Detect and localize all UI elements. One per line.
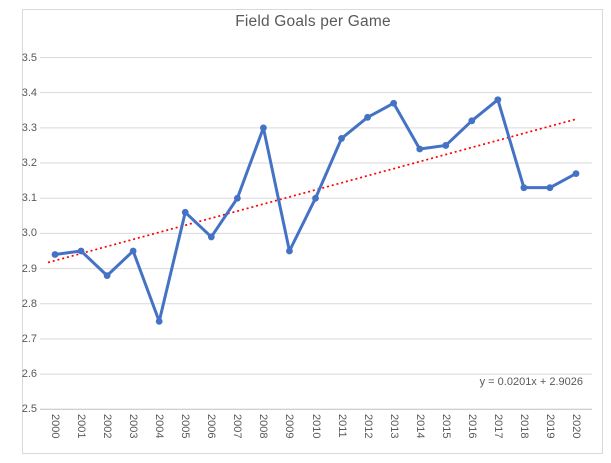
- data-point-marker: [286, 247, 293, 255]
- x-tick-label: 2020: [570, 414, 582, 439]
- trendline: [47, 118, 577, 264]
- x-tick-label: 2012: [361, 414, 374, 439]
- data-point-marker: [77, 247, 85, 255]
- x-tick-label: 2005: [179, 414, 192, 439]
- x-tick-label: 2017: [491, 414, 504, 439]
- y-tick-label: 2.9: [21, 262, 37, 275]
- y-tick-label: 2.7: [21, 332, 37, 345]
- data-point-marker: [207, 233, 215, 241]
- x-tick-label: 2000: [49, 414, 61, 439]
- y-tick-label: 3.3: [21, 121, 37, 134]
- data-point-marker: [520, 184, 528, 192]
- data-point-marker: [494, 96, 502, 104]
- x-tick-label: 2009: [283, 414, 296, 439]
- x-tick-label: 2016: [465, 414, 478, 439]
- x-tick-label: 2015: [439, 414, 452, 439]
- data-point-marker: [51, 251, 59, 258]
- y-tick-label: 3.5: [21, 51, 37, 64]
- data-point-marker: [312, 194, 319, 202]
- data-point-marker: [364, 113, 371, 121]
- x-tick-label: 2002: [101, 414, 114, 439]
- data-point-marker: [233, 194, 241, 202]
- data-point-marker: [572, 170, 580, 177]
- x-tick-label: 2004: [153, 414, 166, 439]
- data-point-marker: [416, 145, 424, 153]
- x-tick-label: 2006: [205, 414, 218, 439]
- y-tick-label: 3.0: [21, 227, 37, 240]
- data-point-marker: [338, 135, 345, 142]
- x-tick-label: 2001: [75, 414, 88, 439]
- trendline-equation-label: y = 0.0201x + 2.9026: [479, 376, 583, 388]
- y-tick-label: 2.8: [21, 297, 37, 310]
- x-tick-label: 2008: [257, 414, 270, 439]
- data-point-marker: [181, 208, 189, 216]
- data-point-marker: [442, 142, 450, 149]
- y-tick-label: 2.5: [21, 403, 37, 416]
- x-tick-label: 2010: [309, 414, 322, 439]
- x-tick-label: 2018: [517, 414, 530, 439]
- x-tick-label: 2014: [413, 414, 426, 439]
- y-tick-label: 3.2: [21, 157, 37, 170]
- y-tick-label: 3.1: [21, 192, 37, 205]
- chart-frame: [22, 9, 603, 454]
- data-point-marker: [390, 99, 398, 107]
- x-tick-label: 2019: [543, 414, 556, 439]
- data-point-marker: [468, 117, 476, 125]
- chart-title: Field Goals per Game: [235, 13, 391, 30]
- y-tick-label: 2.6: [21, 368, 37, 381]
- x-tick-label: 2011: [335, 414, 348, 438]
- data-point-marker: [103, 272, 111, 280]
- x-tick-label: 2003: [127, 414, 140, 439]
- x-tick-label: 2007: [231, 414, 244, 439]
- data-point-marker: [129, 247, 137, 255]
- data-point-marker: [155, 317, 163, 325]
- y-tick-label: 3.4: [21, 86, 37, 99]
- data-point-marker: [546, 184, 554, 192]
- series-line: [53, 98, 578, 323]
- data-point-marker: [260, 124, 267, 132]
- x-tick-label: 2013: [387, 414, 400, 439]
